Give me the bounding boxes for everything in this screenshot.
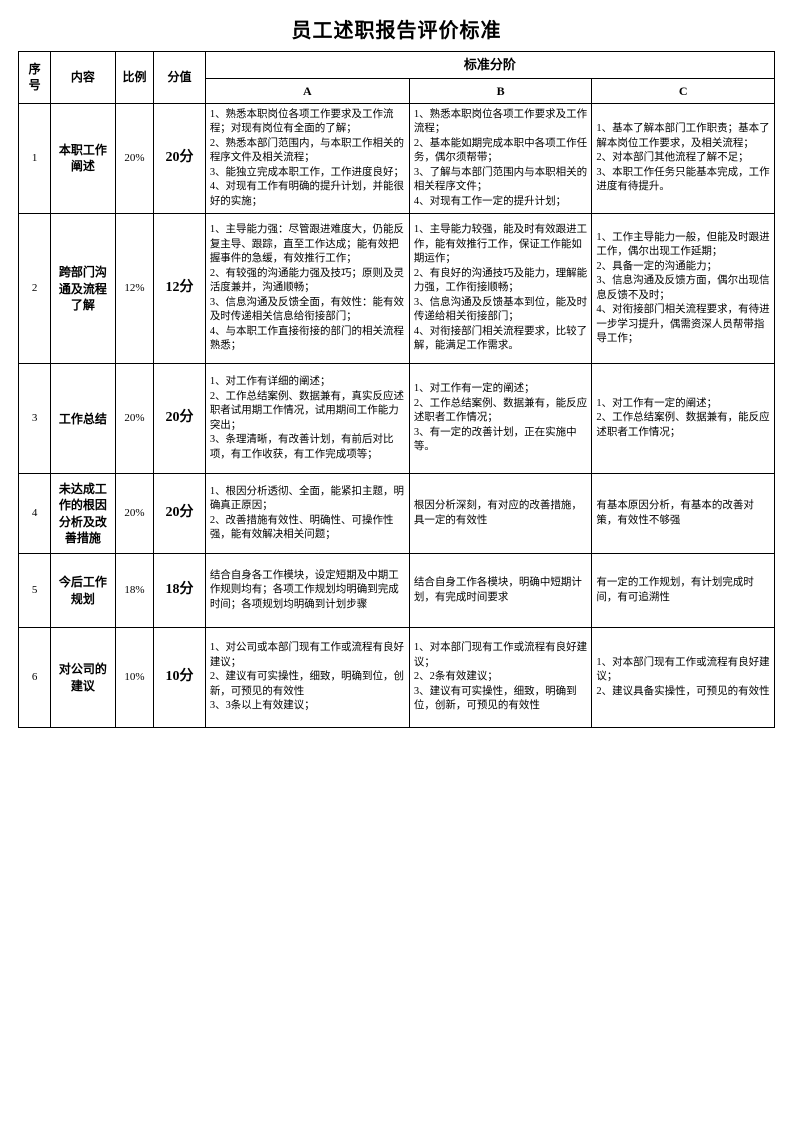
cell-score: 12分 <box>154 214 206 364</box>
table-body: 1本职工作阐述20%20分1、熟悉本职岗位各项工作要求及工作流程；对现有岗位有全… <box>19 103 775 727</box>
cell-a: 1、对工作有详细的阐述； 2、工作总结案例、数据兼有，真实反应述职者试用期工作情… <box>205 364 409 474</box>
cell-a: 1、根因分析透彻、全面，能紧扣主题，明确真正原因； 2、改善措施有效性、明确性、… <box>205 474 409 554</box>
cell-seq: 6 <box>19 628 51 728</box>
cell-score: 18分 <box>154 554 206 628</box>
cell-b: 1、主导能力较强，能及时有效跟进工作，能有效推行工作，保证工作能如期运作； 2、… <box>409 214 592 364</box>
hdr-b: B <box>409 78 592 103</box>
cell-b: 结合自身工作各模块，明确中短期计划，有完成时间要求 <box>409 554 592 628</box>
hdr-ratio: 比例 <box>115 52 154 104</box>
hdr-c: C <box>592 78 775 103</box>
cell-seq: 3 <box>19 364 51 474</box>
table-row: 4未达成工作的根因分析及改善措施20%20分1、根因分析透彻、全面，能紧扣主题，… <box>19 474 775 554</box>
cell-c: 有基本原因分析，有基本的改善对策，有效性不够强 <box>592 474 775 554</box>
cell-seq: 1 <box>19 103 51 213</box>
cell-b: 1、熟悉本职岗位各项工作要求及工作流程； 2、基本能如期完成本职中各项工作任务，… <box>409 103 592 213</box>
cell-score: 20分 <box>154 103 206 213</box>
cell-a: 1、熟悉本职岗位各项工作要求及工作流程；对现有岗位有全面的了解； 2、熟悉本部门… <box>205 103 409 213</box>
cell-b: 根因分析深刻，有对应的改善措施，具一定的有效性 <box>409 474 592 554</box>
evaluation-table: 序号 内容 比例 分值 标准分阶 A B C 1本职工作阐述20%20分1、熟悉… <box>18 51 775 728</box>
cell-seq: 5 <box>19 554 51 628</box>
cell-c: 1、工作主导能力一般，但能及时跟进工作，偶尔出现工作延期； 2、具备一定的沟通能… <box>592 214 775 364</box>
table-row: 3工作总结20%20分1、对工作有详细的阐述； 2、工作总结案例、数据兼有，真实… <box>19 364 775 474</box>
cell-ratio: 12% <box>115 214 154 364</box>
page-title: 员工述职报告评价标准 <box>18 14 775 43</box>
cell-c: 1、对本部门现有工作或流程有良好建议； 2、建议具备实操性，可预见的有效性 <box>592 628 775 728</box>
hdr-standard: 标准分阶 <box>205 52 774 79</box>
hdr-seq: 序号 <box>19 52 51 104</box>
cell-content: 本职工作阐述 <box>51 103 115 213</box>
hdr-score: 分值 <box>154 52 206 104</box>
cell-ratio: 20% <box>115 103 154 213</box>
cell-ratio: 20% <box>115 474 154 554</box>
cell-ratio: 10% <box>115 628 154 728</box>
table-row: 2跨部门沟通及流程了解12%12分1、主导能力强：尽管跟进难度大，仍能反复主导、… <box>19 214 775 364</box>
cell-seq: 4 <box>19 474 51 554</box>
cell-content: 工作总结 <box>51 364 115 474</box>
hdr-a: A <box>205 78 409 103</box>
cell-score: 20分 <box>154 474 206 554</box>
cell-c: 有一定的工作规划，有计划完成时间，有可追溯性 <box>592 554 775 628</box>
cell-a: 1、主导能力强：尽管跟进难度大，仍能反复主导、跟踪，直至工作达成；能有效把握事件… <box>205 214 409 364</box>
table-row: 5今后工作规划18%18分结合自身各工作模块，设定短期及中期工作规则均有；各项工… <box>19 554 775 628</box>
cell-ratio: 20% <box>115 364 154 474</box>
cell-score: 20分 <box>154 364 206 474</box>
cell-b: 1、对本部门现有工作或流程有良好建议； 2、2条有效建议； 3、建议有可实操性，… <box>409 628 592 728</box>
cell-score: 10分 <box>154 628 206 728</box>
cell-ratio: 18% <box>115 554 154 628</box>
table-row: 1本职工作阐述20%20分1、熟悉本职岗位各项工作要求及工作流程；对现有岗位有全… <box>19 103 775 213</box>
hdr-content: 内容 <box>51 52 115 104</box>
cell-seq: 2 <box>19 214 51 364</box>
cell-content: 今后工作规划 <box>51 554 115 628</box>
cell-a: 1、对公司或本部门现有工作或流程有良好建议； 2、建议有可实操性，细致，明确到位… <box>205 628 409 728</box>
table-row: 6对公司的建议10%10分1、对公司或本部门现有工作或流程有良好建议； 2、建议… <box>19 628 775 728</box>
cell-content: 未达成工作的根因分析及改善措施 <box>51 474 115 554</box>
cell-c: 1、基本了解本部门工作职责；基本了解本岗位工作要求，及相关流程； 2、对本部门其… <box>592 103 775 213</box>
cell-a: 结合自身各工作模块，设定短期及中期工作规则均有；各项工作规划均明确到完成时间；各… <box>205 554 409 628</box>
cell-c: 1、对工作有一定的阐述； 2、工作总结案例、数据兼有，能反应述职者工作情况； <box>592 364 775 474</box>
cell-b: 1、对工作有一定的阐述； 2、工作总结案例、数据兼有，能反应述职者工作情况； 3… <box>409 364 592 474</box>
cell-content: 对公司的建议 <box>51 628 115 728</box>
cell-content: 跨部门沟通及流程了解 <box>51 214 115 364</box>
